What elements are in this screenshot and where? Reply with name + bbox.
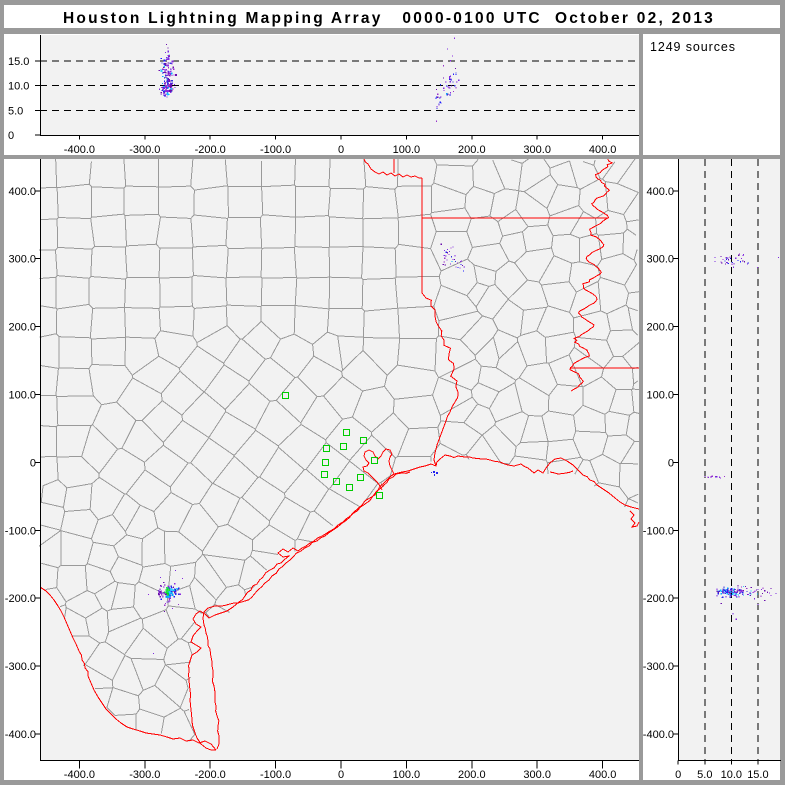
svg-text:-300.0: -300.0 (643, 661, 674, 673)
svg-text:200.0: 200.0 (458, 144, 486, 156)
svg-text:400.0: 400.0 (589, 144, 617, 156)
svg-text:10.0: 10.0 (8, 81, 29, 93)
svg-text:400.0: 400.0 (646, 186, 674, 198)
svg-text:100.0: 100.0 (8, 390, 36, 402)
svg-text:15.0: 15.0 (8, 56, 29, 68)
svg-text:-100.0: -100.0 (643, 525, 674, 537)
svg-text:0: 0 (668, 457, 674, 469)
svg-text:-300.0: -300.0 (129, 769, 160, 781)
svg-text:-200.0: -200.0 (195, 144, 226, 156)
svg-text:Houston Lightning Mapping Arra: Houston Lightning Mapping Array 0000-010… (63, 10, 715, 27)
svg-text:0: 0 (338, 144, 344, 156)
svg-text:-400.0: -400.0 (64, 144, 95, 156)
svg-text:400.0: 400.0 (8, 186, 36, 198)
svg-text:300.0: 300.0 (523, 769, 551, 781)
svg-text:0: 0 (8, 130, 14, 142)
svg-text:10.0: 10.0 (721, 769, 742, 781)
svg-text:300.0: 300.0 (646, 254, 674, 266)
svg-text:-300.0: -300.0 (5, 661, 36, 673)
svg-text:100.0: 100.0 (393, 769, 421, 781)
svg-text:5.0: 5.0 (697, 769, 712, 781)
svg-text:0: 0 (338, 769, 344, 781)
svg-text:300.0: 300.0 (8, 254, 36, 266)
svg-text:-100.0: -100.0 (260, 144, 291, 156)
svg-text:200.0: 200.0 (646, 322, 674, 334)
svg-text:5.0: 5.0 (8, 105, 23, 117)
svg-text:-400.0: -400.0 (64, 769, 95, 781)
svg-text:200.0: 200.0 (8, 322, 36, 334)
svg-text:0: 0 (30, 457, 36, 469)
svg-text:-100.0: -100.0 (5, 525, 36, 537)
svg-text:-200.0: -200.0 (195, 769, 226, 781)
svg-text:100.0: 100.0 (393, 144, 421, 156)
svg-text:400.0: 400.0 (589, 769, 617, 781)
svg-text:0: 0 (675, 769, 681, 781)
svg-text:-400.0: -400.0 (5, 729, 36, 741)
svg-text:-200.0: -200.0 (643, 593, 674, 605)
svg-text:200.0: 200.0 (458, 769, 486, 781)
svg-text:1249 sources: 1249 sources (650, 40, 736, 54)
svg-text:-100.0: -100.0 (260, 769, 291, 781)
svg-text:-400.0: -400.0 (643, 729, 674, 741)
svg-text:15.0: 15.0 (747, 769, 768, 781)
svg-text:-300.0: -300.0 (129, 144, 160, 156)
svg-text:300.0: 300.0 (523, 144, 551, 156)
svg-text:-200.0: -200.0 (5, 593, 36, 605)
svg-text:100.0: 100.0 (646, 390, 674, 402)
